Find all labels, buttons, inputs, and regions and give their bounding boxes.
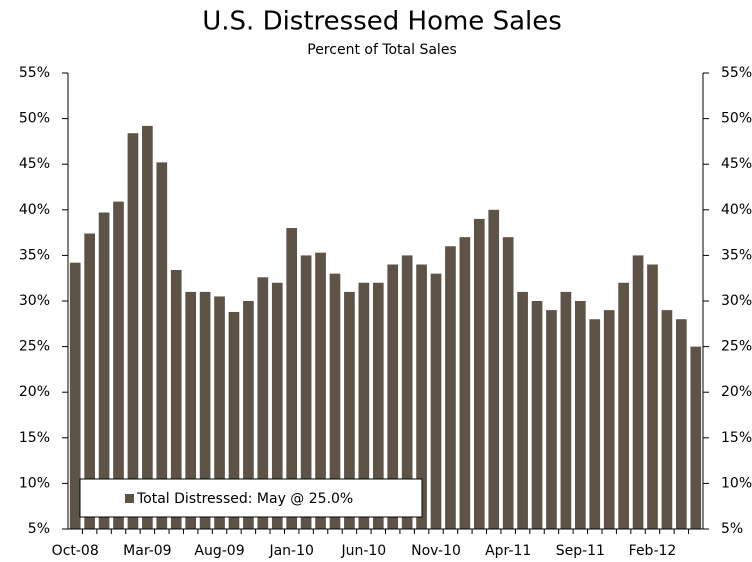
- bar: [257, 277, 269, 529]
- bar: [84, 233, 95, 529]
- bar: [473, 218, 485, 530]
- bar: [589, 319, 601, 529]
- bar: [127, 133, 139, 529]
- y2-tick-label: 45%: [721, 156, 752, 172]
- bar: [344, 291, 355, 529]
- bar: [286, 228, 298, 530]
- y2-tick-label: 40%: [721, 202, 752, 218]
- y2-tick-label: 25%: [721, 339, 752, 355]
- legend-swatch: [125, 494, 134, 503]
- bar: [661, 310, 673, 529]
- y-tick-label: 30%: [19, 293, 50, 309]
- bar: [69, 262, 81, 529]
- y2-tick-label: 15%: [721, 430, 752, 446]
- bar: [517, 291, 528, 529]
- legend-box: [79, 478, 423, 518]
- y2-tick-label: 35%: [721, 247, 752, 263]
- bar: [271, 282, 283, 529]
- y2-tick-label: 10%: [721, 475, 752, 491]
- bar: [185, 291, 197, 529]
- bar: [502, 237, 514, 529]
- y2-tick-label: 30%: [721, 293, 752, 309]
- bar: [228, 311, 240, 529]
- y-tick-label: 20%: [19, 384, 50, 400]
- y-tick-label: 25%: [19, 339, 50, 355]
- bar: [214, 296, 225, 529]
- x-tick-label: Aug-09: [194, 543, 244, 559]
- bar: [632, 255, 644, 529]
- bar: [676, 319, 687, 529]
- x-tick-label: Jan-10: [268, 543, 313, 559]
- bar: [416, 264, 427, 529]
- y-tick-label: 5%: [28, 521, 50, 537]
- x-tick-label: Apr-11: [485, 543, 531, 559]
- bar: [329, 273, 341, 529]
- bar: [315, 252, 326, 529]
- y-tick-label: 55%: [19, 65, 50, 81]
- y2-tick-label: 5%: [721, 521, 743, 537]
- bar: [574, 301, 586, 529]
- bar: [618, 282, 629, 529]
- bar: [156, 162, 168, 529]
- y-tick-label: 35%: [19, 247, 50, 263]
- bar: [445, 246, 456, 529]
- bar: [142, 125, 153, 530]
- bar: [560, 291, 572, 529]
- x-tick-label: Nov-10: [411, 543, 461, 559]
- bar: [546, 310, 557, 529]
- bar: [647, 264, 658, 529]
- bar: [300, 255, 312, 529]
- bar: [358, 282, 370, 529]
- chart-title: U.S. Distressed Home Sales: [202, 7, 562, 37]
- bar: [98, 212, 110, 529]
- y2-tick-label: 50%: [721, 111, 752, 127]
- chart-subtitle: Percent of Total Sales: [307, 42, 456, 58]
- legend-text: Total Distressed: May @ 25.0%: [136, 491, 353, 507]
- bar: [603, 310, 615, 529]
- y2-tick-label: 20%: [721, 384, 752, 400]
- bar: [243, 301, 254, 529]
- bar: [459, 237, 471, 529]
- bar: [531, 301, 543, 529]
- y-tick-label: 10%: [19, 475, 50, 491]
- bar: [199, 291, 211, 529]
- bar: [170, 269, 182, 529]
- x-tick-label: Oct-08: [52, 543, 99, 559]
- bar: [488, 209, 500, 530]
- x-tick-label: Sep-11: [556, 543, 605, 559]
- y-tick-label: 15%: [19, 430, 50, 446]
- bar: [113, 201, 124, 530]
- x-tick-label: Mar-09: [123, 543, 171, 559]
- y-tick-label: 50%: [19, 111, 50, 127]
- bar: [690, 346, 702, 529]
- y2-tick-label: 55%: [721, 65, 752, 81]
- bar: [387, 264, 399, 529]
- x-tick-label: Jun-10: [340, 543, 386, 559]
- x-tick-label: Feb-12: [629, 543, 677, 559]
- bar: [430, 273, 442, 529]
- y-tick-label: 45%: [19, 156, 50, 172]
- bar: [372, 282, 384, 529]
- y-tick-label: 40%: [19, 202, 50, 218]
- bar: [401, 255, 413, 529]
